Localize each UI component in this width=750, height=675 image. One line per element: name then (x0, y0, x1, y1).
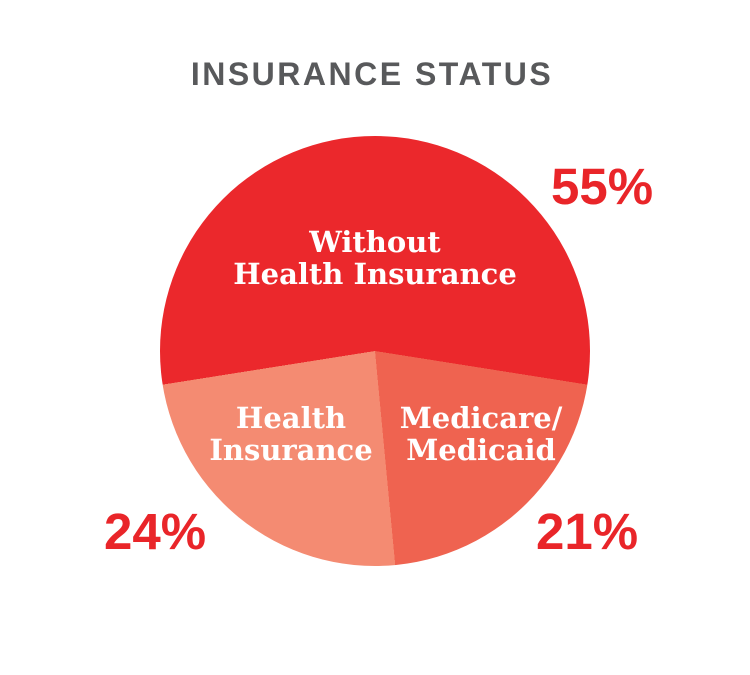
slice-label-line: Health Insurance (233, 257, 517, 291)
slice-label-line: Without (309, 225, 441, 259)
slice-label-health-insurance: Health Insurance (209, 402, 372, 466)
pie-chart: Without Health Insurance Health Insuranc… (160, 136, 590, 566)
slice-label-line: Health (235, 401, 347, 435)
slice-label-line: Medicare/ (399, 401, 563, 435)
slice-label-without-health-insurance: Without Health Insurance (160, 226, 590, 290)
slice-label-line: Medicaid (406, 433, 556, 467)
pct-label-without-health-insurance: 55% (551, 158, 654, 215)
slice-label-line: Insurance (209, 433, 373, 467)
pct-label-health-insurance: 24% (104, 503, 207, 560)
slice-label-medicare-medicaid: Medicare/ Medicaid (400, 402, 563, 466)
chart-title: INSURANCE STATUS (190, 56, 554, 92)
pct-label-medicare-medicaid: 21% (536, 503, 639, 560)
